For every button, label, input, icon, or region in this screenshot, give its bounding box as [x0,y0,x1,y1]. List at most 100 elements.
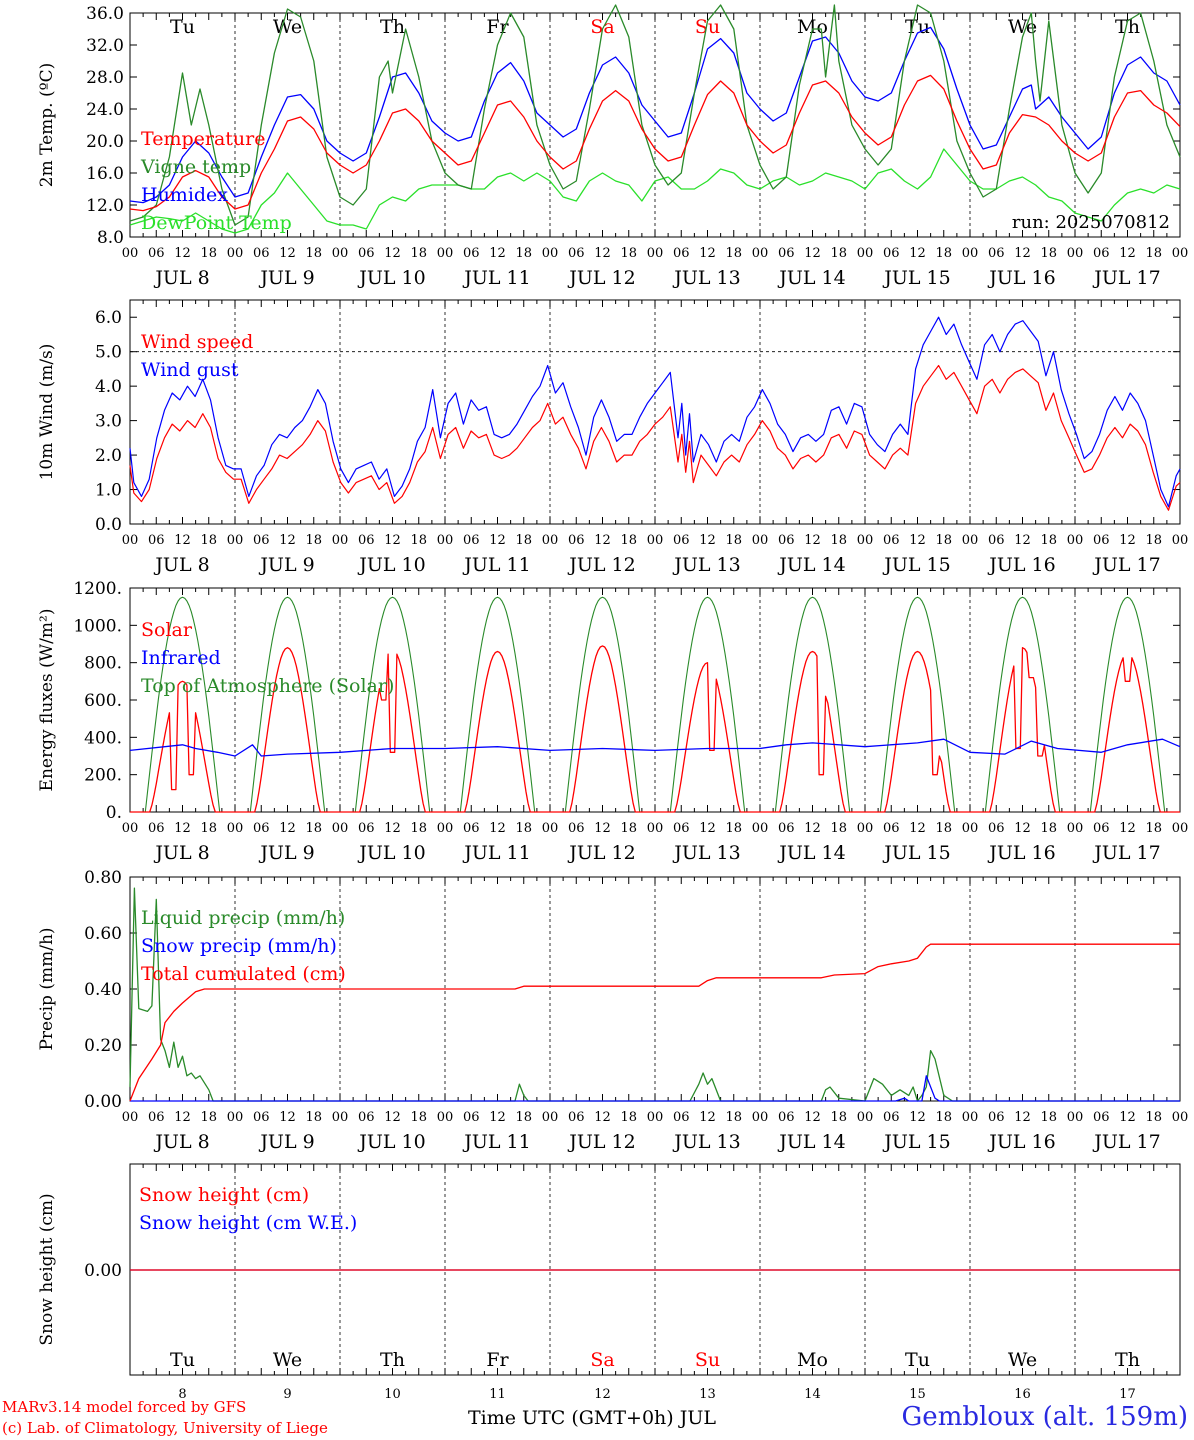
y-tick-label: 0.20 [84,1036,122,1056]
panel-3-frame [129,587,1181,813]
hour-tick-label: 18 [200,821,217,836]
y-tick-label: 12.0 [86,196,124,216]
hour-tick-label: 12 [1014,821,1031,836]
y-tick-label: 20.0 [86,132,124,152]
day-number-label: 13 [699,1387,716,1402]
hour-tick-label: 00 [332,821,349,836]
hour-tick-label: 18 [200,246,217,261]
hour-tick-label: 06 [253,533,270,548]
hour-tick-label: 00 [122,1110,139,1125]
hour-tick-label: 18 [725,1110,742,1125]
hour-tick-label: 12 [489,821,506,836]
date-label: JUL 10 [357,554,425,576]
hour-tick-label: 06 [778,821,795,836]
hour-tick-label: 12 [174,821,191,836]
hour-tick-label: 18 [515,821,532,836]
hour-tick-label: 00 [1067,821,1084,836]
hour-tick-label: 18 [200,1110,217,1125]
hour-tick-label: 06 [463,533,480,548]
hour-tick-label: 00 [647,1110,664,1125]
panel-2-frame [129,299,1181,525]
y-tick-label: 200. [84,766,122,786]
y-tick-label: 0.0 [95,515,122,535]
hour-tick-label: 12 [1014,533,1031,548]
hour-tick-label: 18 [305,246,322,261]
hour-tick-label: 06 [778,1110,795,1125]
date-label: JUL 12 [567,842,635,864]
date-label: JUL 11 [462,267,530,289]
legend-entry: DewPoint Temp [141,212,292,234]
hour-tick-label: 00 [962,821,979,836]
panel-1-ylabel: 2m Temp. (ºC) [37,63,57,188]
hour-tick-label: 18 [830,246,847,261]
x-axis-title: Time UTC (GMT+0h) JUL [468,1407,716,1429]
legend-entry: Snow height (cm) [139,1184,309,1206]
y-tick-label: 24.0 [86,100,124,120]
weekday-label: Th [1115,1349,1140,1371]
weekday-label: Fr [486,16,509,38]
hour-tick-label: 06 [988,246,1005,261]
hour-tick-label: 00 [122,821,139,836]
hour-tick-label: 00 [1067,533,1084,548]
hour-tick-label: 00 [437,821,454,836]
hour-tick-label: 00 [227,1110,244,1125]
hour-tick-label: 06 [148,533,165,548]
date-label: JUL 16 [987,842,1055,864]
hour-tick-label: 18 [830,533,847,548]
y-tick-label: 2.0 [95,446,122,466]
hour-tick-label: 06 [988,821,1005,836]
hour-tick-label: 12 [279,1110,296,1125]
hour-tick-label: 12 [1014,246,1031,261]
date-label: JUL 11 [462,1131,530,1153]
hour-tick-label: 18 [1040,533,1057,548]
legend-entry: Top of Atmosphere (Solar) [141,675,394,697]
hour-tick-label: 00 [647,533,664,548]
hour-tick-label: 06 [1093,821,1110,836]
date-label: JUL 17 [1092,842,1160,864]
legend-entry: Snow precip (mm/h) [141,935,337,957]
date-label: JUL 11 [462,842,530,864]
panel-4-ylabel: Precip (mm/h) [37,927,57,1050]
weekday-label: Su [695,16,720,38]
date-label: JUL 15 [882,267,950,289]
hour-tick-label: 00 [332,1110,349,1125]
model-credit-line: MARv3.14 model forced by GFS [2,1398,247,1416]
date-label: JUL 12 [567,1131,635,1153]
legend-entry: Total cumulated (cm) [141,963,346,985]
hour-tick-label: 12 [699,821,716,836]
weekday-label: Tu [905,16,930,38]
date-label: JUL 10 [357,267,425,289]
hour-tick-label: 00 [227,533,244,548]
temp-series-line [129,4,1181,226]
hour-tick-label: 06 [148,1110,165,1125]
day-number-label: 15 [909,1387,926,1402]
hour-tick-label: 18 [200,533,217,548]
panel-1-frame [129,12,1181,238]
hour-tick-label: 00 [437,1110,454,1125]
date-label: JUL 8 [153,842,209,864]
weekday-label: Su [695,1349,720,1371]
date-label: JUL 16 [987,267,1055,289]
hour-tick-label: 12 [699,1110,716,1125]
date-label: JUL 15 [882,1131,950,1153]
hour-tick-label: 12 [909,1110,926,1125]
hour-tick-label: 00 [542,246,559,261]
y-tick-label: 16.0 [86,164,124,184]
hour-tick-label: 06 [358,821,375,836]
hour-tick-label: 12 [804,533,821,548]
hour-tick-label: 06 [568,1110,585,1125]
date-label: JUL 8 [153,554,209,576]
hour-tick-label: 06 [988,533,1005,548]
day-number-label: 12 [594,1387,611,1402]
y-tick-label: 0. [106,803,122,823]
hour-tick-label: 12 [1119,1110,1136,1125]
hour-tick-label: 12 [174,1110,191,1125]
legend-entry: Infrared [141,647,221,669]
panel-5-ylabel: Snow height (cm) [37,1193,57,1345]
hour-tick-label: 00 [857,1110,874,1125]
hour-tick-label: 00 [227,246,244,261]
hour-tick-label: 12 [174,533,191,548]
hour-tick-label: 18 [1145,1110,1162,1125]
date-label: JUL 14 [777,267,845,289]
legend-entry: Vigne temp [140,156,251,178]
